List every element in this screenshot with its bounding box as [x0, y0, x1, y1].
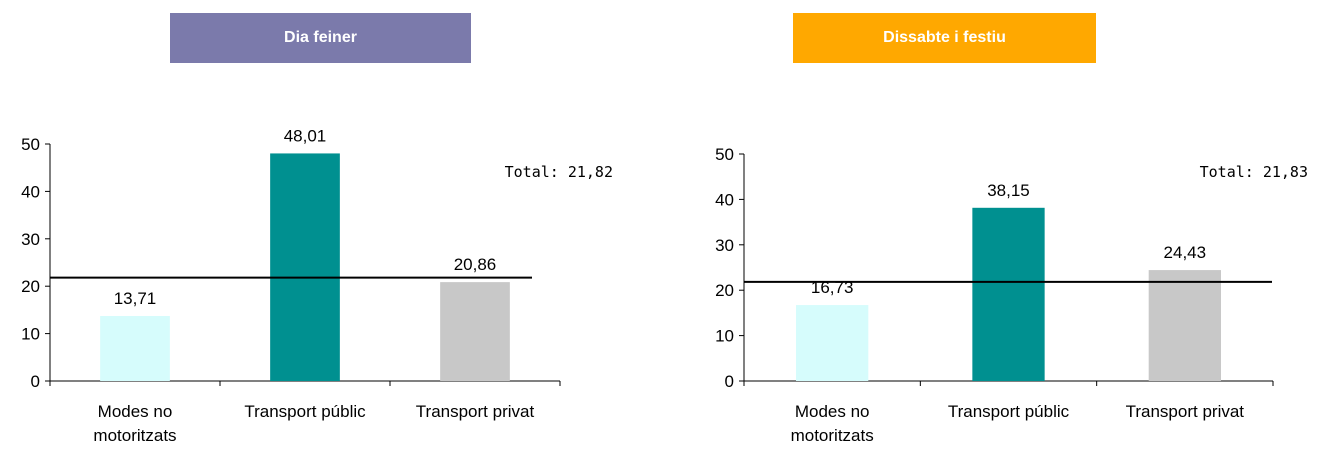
weekend-category-label-non-motorized: Modes no [795, 402, 870, 421]
weekday-value-label-private-transport: 20,86 [454, 255, 497, 274]
weekend-bar-private-transport [1148, 270, 1221, 381]
weekend-y-tick-label: 40 [715, 190, 734, 209]
weekend-bar-non-motorized [796, 305, 869, 381]
weekend-category-label-non-motorized: motoritzats [791, 426, 874, 445]
weekend-category-label-public-transport: Transport públic [948, 402, 1070, 421]
weekend-y-tick-label: 10 [715, 327, 734, 346]
weekend-y-tick-label: 30 [715, 236, 734, 255]
weekend-value-label-public-transport: 38,15 [987, 181, 1030, 200]
header-weekday-label: Dia feiner [284, 29, 357, 46]
weekday-y-tick-label: 30 [21, 230, 40, 249]
weekday-value-label-public-transport: 48,01 [284, 126, 327, 145]
weekday-category-label-private-transport: Transport privat [416, 402, 535, 421]
weekend-total-label: Total: 21,83 [1200, 163, 1308, 181]
weekday-y-tick-label: 10 [21, 325, 40, 344]
weekend-y-tick-label: 50 [715, 145, 734, 164]
weekday-value-label-non-motorized: 13,71 [114, 289, 157, 308]
weekday-y-tick-label: 0 [31, 372, 40, 391]
weekday-y-tick-label: 40 [21, 182, 40, 201]
header-weekend: Dissabte i festiu [793, 13, 1096, 63]
weekend-y-tick-label: 20 [715, 281, 734, 300]
weekday-bar-public-transport [270, 153, 340, 381]
weekday-y-tick-label: 50 [21, 135, 40, 154]
weekday-category-label-non-motorized: Modes no [98, 402, 173, 421]
weekday-category-label-public-transport: Transport públic [244, 402, 366, 421]
weekday-total-label: Total: 21,82 [505, 163, 613, 181]
weekend-y-tick-label: 0 [725, 372, 734, 391]
weekend-value-label-private-transport: 24,43 [1164, 243, 1207, 262]
weekday-category-label-non-motorized: motoritzats [93, 426, 176, 445]
weekday-y-tick-label: 20 [21, 277, 40, 296]
weekend-bar-public-transport [972, 207, 1045, 381]
weekday-bar-private-transport [440, 282, 510, 381]
header-weekday: Dia feiner [170, 13, 471, 63]
weekend-category-label-private-transport: Transport privat [1126, 402, 1245, 421]
header-weekend-label: Dissabte i festiu [883, 29, 1006, 46]
weekday-bar-non-motorized [100, 316, 170, 381]
